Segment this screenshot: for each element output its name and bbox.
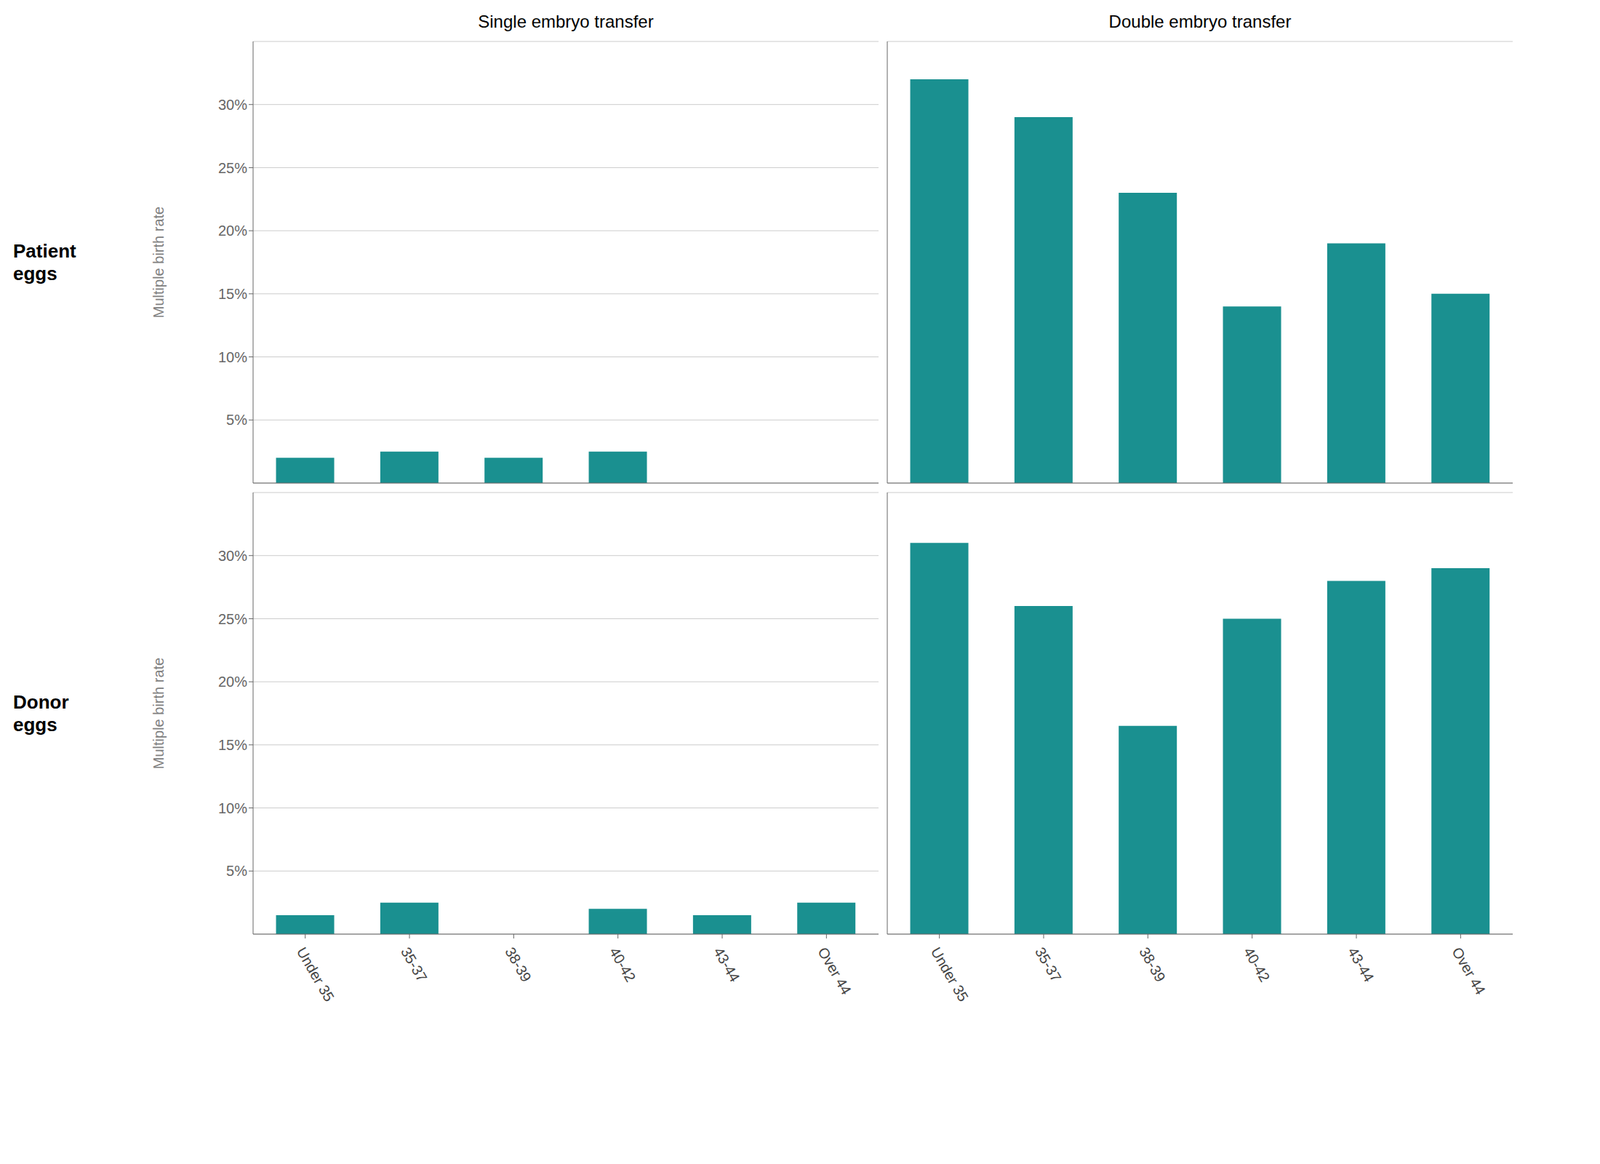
svg-text:15%: 15% bbox=[218, 285, 248, 302]
svg-text:20%: 20% bbox=[218, 673, 248, 690]
svg-text:30%: 30% bbox=[218, 547, 248, 564]
svg-text:25%: 25% bbox=[218, 610, 248, 627]
svg-text:5%: 5% bbox=[226, 411, 248, 428]
svg-text:Multiple birth rate: Multiple birth rate bbox=[151, 206, 167, 318]
svg-text:38-39: 38-39 bbox=[501, 944, 535, 984]
svg-text:25%: 25% bbox=[218, 160, 248, 176]
svg-text:30%: 30% bbox=[218, 96, 248, 113]
svg-text:10%: 10% bbox=[218, 349, 248, 366]
html-text:Double embryo transfer: Double embryo transfer bbox=[1108, 11, 1292, 32]
svg-text:Over 44: Over 44 bbox=[814, 944, 855, 998]
svg-text:35-37: 35-37 bbox=[397, 944, 431, 984]
svg-text:Under 35: Under 35 bbox=[293, 944, 338, 1004]
svg-text:38-39: 38-39 bbox=[1136, 944, 1169, 984]
svg-text:5%: 5% bbox=[226, 862, 248, 879]
html-text:Patient eggs: Patient eggs bbox=[13, 239, 77, 284]
svg-text:43-44: 43-44 bbox=[1344, 944, 1378, 984]
svg-text:Over 44: Over 44 bbox=[1448, 944, 1489, 998]
svg-text:20%: 20% bbox=[218, 222, 248, 239]
svg-text:Multiple birth rate: Multiple birth rate bbox=[151, 657, 167, 769]
svg-text:Under 35: Under 35 bbox=[928, 944, 972, 1004]
html-text:Donor eggs: Donor eggs bbox=[13, 690, 69, 735]
svg-text:10%: 10% bbox=[218, 800, 248, 816]
svg-text:43-44: 43-44 bbox=[710, 944, 744, 984]
html-text:Single embryo transfer: Single embryo transfer bbox=[478, 11, 654, 32]
svg-text:40-42: 40-42 bbox=[1240, 944, 1274, 984]
svg-text:35-37: 35-37 bbox=[1032, 944, 1065, 984]
svg-text:40-42: 40-42 bbox=[606, 944, 640, 984]
svg-text:15%: 15% bbox=[218, 736, 248, 753]
